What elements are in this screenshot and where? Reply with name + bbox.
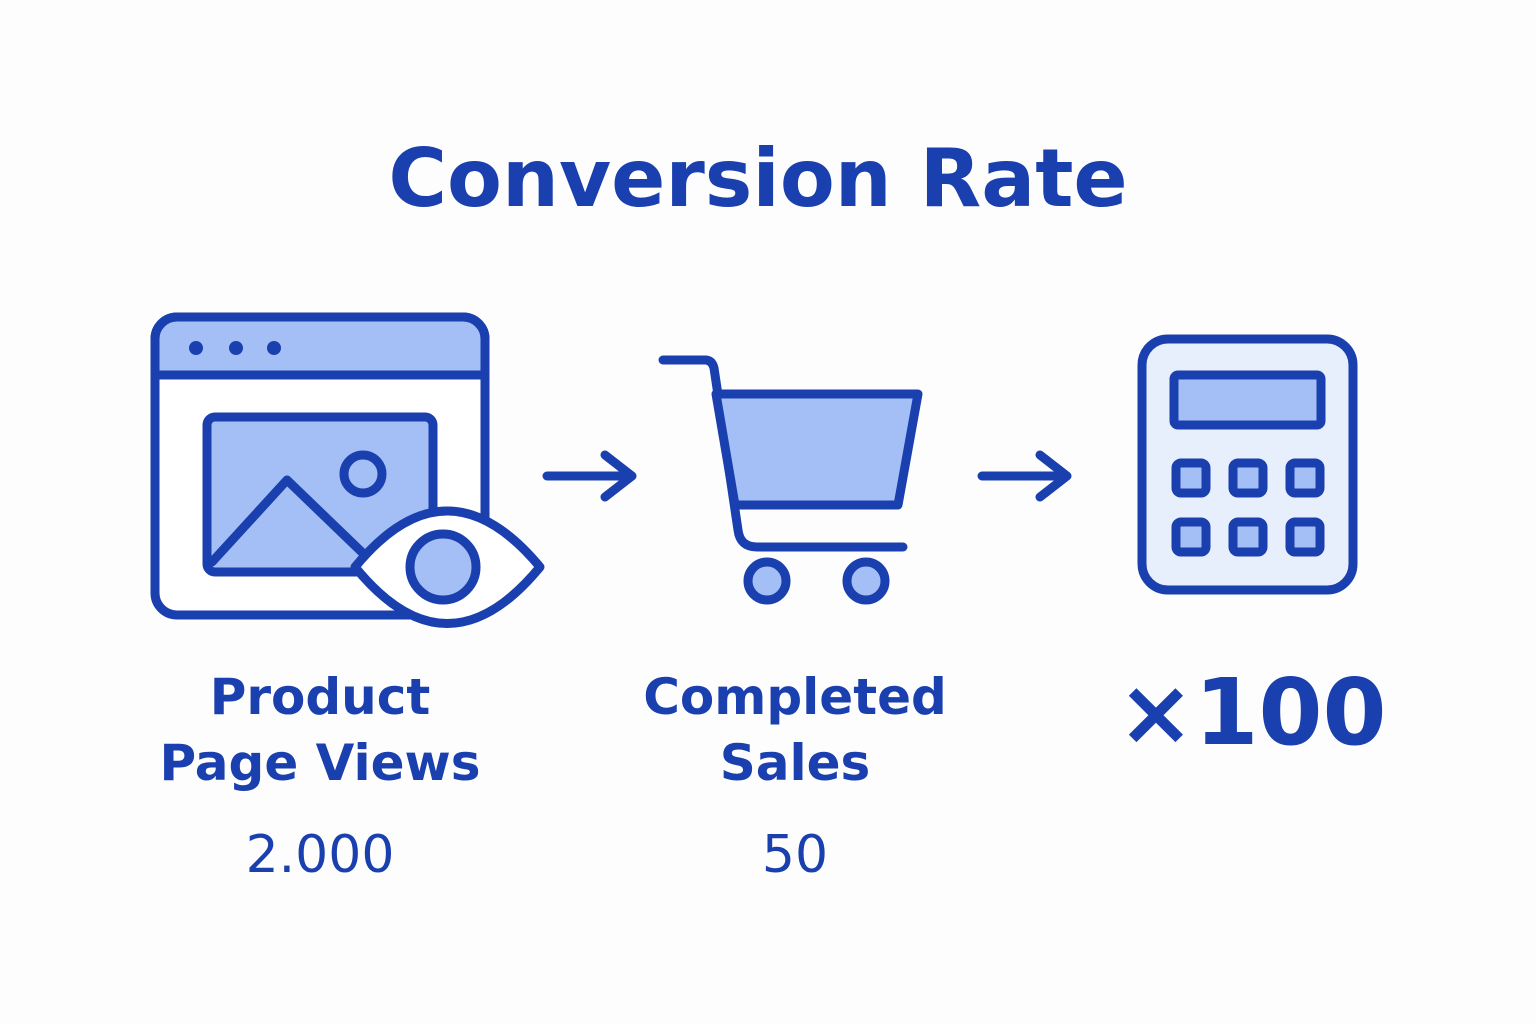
cart-basket [711,389,923,510]
step-value: 2.000 [246,825,395,885]
key [1285,458,1325,498]
sun [339,450,387,498]
arrow [542,450,637,502]
browser-bar [150,312,490,380]
dot [189,341,203,355]
key [1228,517,1268,557]
multiplier: ×100 [1117,659,1386,766]
dot [229,341,243,355]
cart-icon [658,355,923,605]
mountain [207,475,375,567]
wheel [842,557,890,605]
step-label: Product [210,668,431,726]
step-value: 50 [762,825,828,885]
title: Conversion Rate [388,132,1127,225]
key [1285,517,1325,557]
calculator-screen [1169,370,1326,430]
step-label: Page Views [160,734,481,792]
key [1171,517,1211,557]
arrow [977,450,1072,502]
pupil [405,529,481,605]
wheel [743,557,791,605]
step-label: Completed [643,668,947,726]
calculator-icon [1137,334,1358,595]
key [1228,458,1268,498]
page-views-icon [150,312,545,628]
key [1171,458,1211,498]
step-label: Sales [720,734,871,792]
dot [267,341,281,355]
